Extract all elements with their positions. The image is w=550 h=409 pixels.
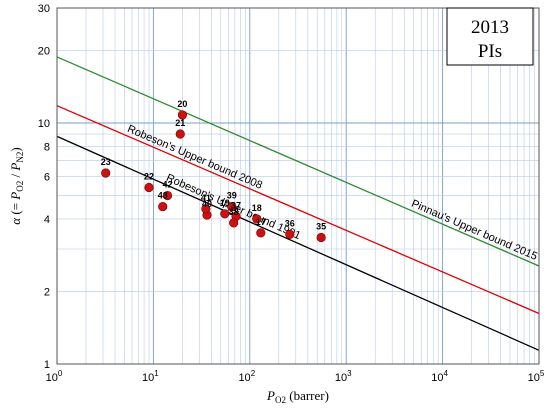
plot-frame [56, 7, 540, 365]
data-point [101, 168, 111, 178]
y-tick-label: 10 [38, 118, 50, 130]
point-label: 23 [101, 157, 111, 167]
x-tick-label: 103 [335, 369, 352, 384]
badge-line2: PIs [478, 41, 502, 62]
data-point [285, 229, 295, 239]
data-point [158, 201, 168, 212]
point-label: 43 [158, 191, 168, 201]
point-label: 18 [252, 203, 262, 213]
point-label: 37 [231, 200, 241, 210]
badge-line1: 2013 [471, 17, 509, 38]
data-point [229, 218, 239, 228]
y-tick-label: 2 [44, 286, 50, 298]
point-label: 38 [229, 207, 239, 217]
point-label: 35 [316, 221, 326, 231]
title-badge: 2013 PIs [446, 7, 534, 66]
data-point [256, 228, 266, 238]
x-tick-label: 105 [528, 369, 545, 384]
upper-bound-label: Pinnau's Upper bound 2015 [409, 198, 539, 263]
point-label: 17 [256, 217, 266, 227]
data-point [201, 204, 211, 214]
point-label: 40 [202, 199, 212, 209]
point-label: 21 [175, 118, 185, 128]
x-tick-label: 104 [431, 369, 448, 384]
point-label: 39 [227, 191, 237, 201]
grid [57, 8, 539, 364]
y-tick-label: 1 [44, 359, 50, 371]
x-tick-label: 102 [238, 369, 255, 384]
point-label: 41 [201, 193, 211, 203]
data-point [227, 201, 237, 212]
data-point [175, 129, 185, 139]
upper-bound-line [56, 105, 540, 315]
y-tick-label: 6 [44, 171, 50, 183]
upper-bound-line [56, 135, 540, 351]
x-axis-label: PO2 (barrer) [266, 388, 329, 405]
point-label: 42 [162, 180, 172, 190]
data-point [177, 110, 188, 120]
upper-bound-lines: Robeson's Upper bound 1991Robeson's Uppe… [56, 56, 540, 351]
point-label: 19 [220, 198, 230, 208]
data-point [316, 232, 326, 243]
upper-bound-line [56, 56, 540, 267]
y-tick-label: 4 [44, 214, 50, 226]
x-tick-label: 100 [46, 369, 63, 384]
data-point [144, 182, 154, 193]
data-point [220, 209, 230, 219]
point-label: 36 [285, 218, 295, 228]
point-label: 20 [177, 99, 187, 109]
tick-labels: 100 101 102 103 104 105 1 2 4 6 8 10 20 30 [38, 3, 545, 384]
data-point [162, 190, 173, 201]
point-label: 22 [144, 171, 154, 181]
y-tick-label: 20 [38, 45, 50, 57]
y-tick-label: 30 [38, 3, 50, 15]
y-axis-label: α (= PO2 / PN2) [8, 147, 25, 224]
y-tick-label: 8 [44, 141, 50, 153]
x-tick-label: 101 [142, 369, 159, 384]
data-point [252, 214, 262, 224]
